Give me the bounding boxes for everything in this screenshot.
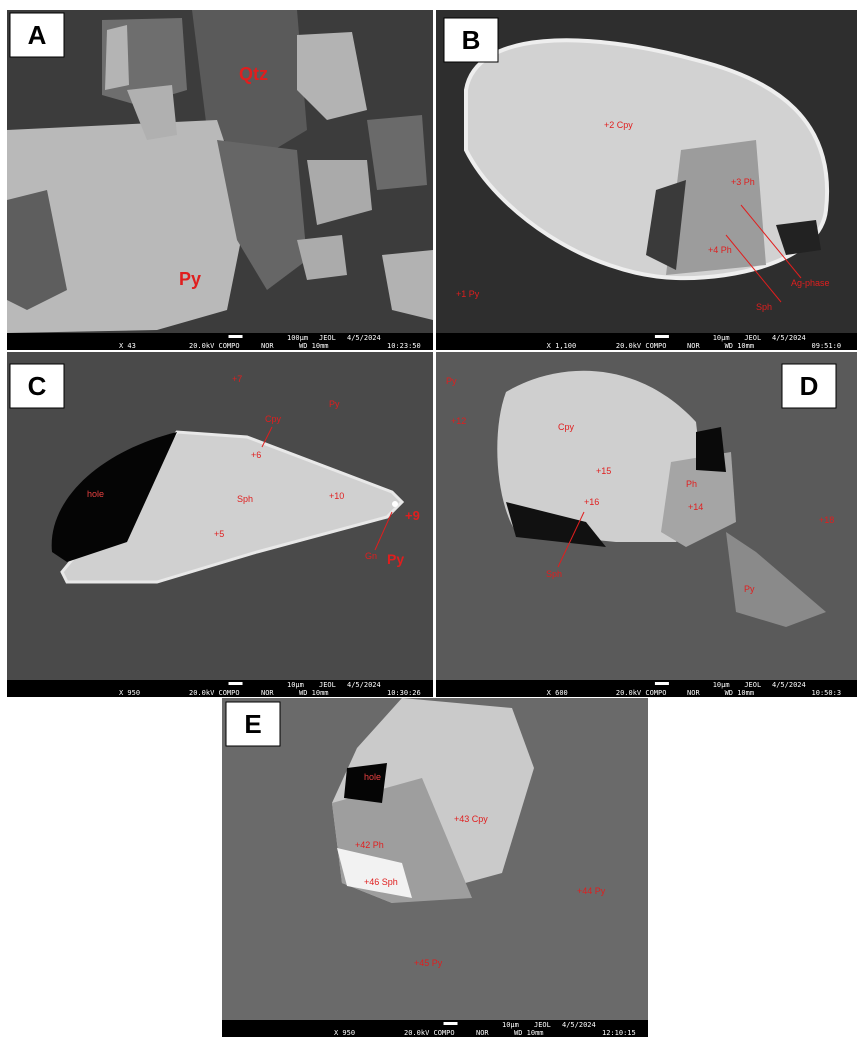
annotation: +12 [451,416,466,426]
annotation: Cpy [265,414,282,424]
info-maker: JEOL [534,1021,551,1029]
panel-c: +7 Py Cpy +6 hole Sph +10 +9 +5 Gn Py 10… [7,352,433,697]
info-wd: WD 10mm [725,689,755,697]
annotation: Py [446,376,457,386]
annotation: +43 Cpy [454,814,488,824]
panel-label: E [244,709,261,739]
info-magnification: X 1,100 [547,342,577,350]
info-voltage: 20.0kV COMPO [189,689,240,697]
annotation: +7 [232,374,242,384]
info-scale: 10μm [502,1021,519,1029]
info-scale: 10μm [287,681,304,689]
info-date: 4/5/2024 [772,681,806,689]
info-scale: 10μm [713,334,730,342]
info-date: 4/5/2024 [772,334,806,342]
info-voltage: 20.0kV COMPO [404,1029,455,1037]
info-maker: JEOL [319,334,336,342]
info-wd: WD 10mm [299,342,329,350]
info-date: 4/5/2024 [347,334,381,342]
info-wd: WD 10mm [514,1029,544,1037]
annotation: +6 [251,450,261,460]
annotation: +2 Cpy [604,120,633,130]
info-mode: NOR [261,342,274,350]
panel-label: D [800,371,819,401]
info-voltage: 20.0kV COMPO [616,342,667,350]
info-mode: NOR [476,1029,489,1037]
panel-label: C [28,371,47,401]
panel-a: Qtz Py 100μm JEOL 4/5/2024 X 43 20.0kV COMPO… [7,10,433,350]
info-voltage: 20.0kV COMPO [189,342,240,350]
annotation: hole [87,489,104,499]
annotation: +10 [329,491,344,501]
info-voltage: 20.0kV COMPO [616,689,667,697]
annotation: Sph [756,302,772,312]
annotation: Sph [546,569,562,579]
panel-b: +2 Cpy +3 Ph +4 Ph Ag-phase Sph +1 Py 10… [436,10,857,350]
info-magnification: X 600 [547,689,568,697]
info-mode: NOR [261,689,274,697]
scale-bar [229,335,243,338]
annotation: +42 Ph [355,840,384,850]
info-time: 10:23:50 [387,342,421,350]
annotation: Py [387,551,404,567]
info-magnification: X 43 [119,342,136,350]
info-mode: NOR [687,689,700,697]
info-magnification: X 950 [334,1029,355,1037]
info-scale: 100μm [287,334,308,342]
annotation: +4 Ph [708,245,732,255]
info-date: 4/5/2024 [562,1021,596,1029]
annotation: +1 Py [456,289,480,299]
annotation: Ag-phase [791,278,830,288]
info-time: 10:50:3 [812,689,842,697]
annotation: Py [179,269,201,289]
annotation: +44 Py [577,886,606,896]
info-time: 09:51:0 [812,342,842,350]
annotation: +5 [214,529,224,539]
annotation: +16 [584,497,599,507]
annotation: +14 [688,502,703,512]
panel-d: Py +12 Cpy +15 Ph +14 +16 Sph +18 Py 10μ… [436,352,857,697]
annotation: +45 Py [414,958,443,968]
figure: Qtz Py 100μm JEOL 4/5/2024 X 43 20.0kV COMPO… [0,0,857,1037]
info-date: 4/5/2024 [347,681,381,689]
annotation: Py [744,584,755,594]
info-maker: JEOL [744,681,761,689]
info-scale: 10μm [713,681,730,689]
annotation: +18 [819,515,834,525]
panel-e: hole +43 Cpy +42 Ph +46 Sph +44 Py +45 P… [222,698,648,1037]
annotation: hole [364,772,381,782]
panel-label: A [28,20,47,50]
annotation: Qtz [239,64,268,84]
annotation: +9 [405,508,420,523]
info-wd: WD 10mm [725,342,755,350]
info-maker: JEOL [744,334,761,342]
info-mode: NOR [687,342,700,350]
annotation: Sph [237,494,253,504]
annotation: Gn [365,551,377,561]
annotation: +3 Ph [731,177,755,187]
panel-label: B [462,25,481,55]
scale-bar [444,1022,458,1025]
info-magnification: X 950 [119,689,140,697]
scale-bar [655,335,669,338]
annotation: Cpy [558,422,575,432]
scale-bar [655,682,669,685]
info-time: 10:30:26 [387,689,421,697]
annotation: Ph [686,479,697,489]
annotation: +15 [596,466,611,476]
scale-bar [229,682,243,685]
info-maker: JEOL [319,681,336,689]
annotation: +46 Sph [364,877,398,887]
info-wd: WD 10mm [299,689,329,697]
annotation: Py [329,399,340,409]
info-time: 12:10:15 [602,1029,636,1037]
